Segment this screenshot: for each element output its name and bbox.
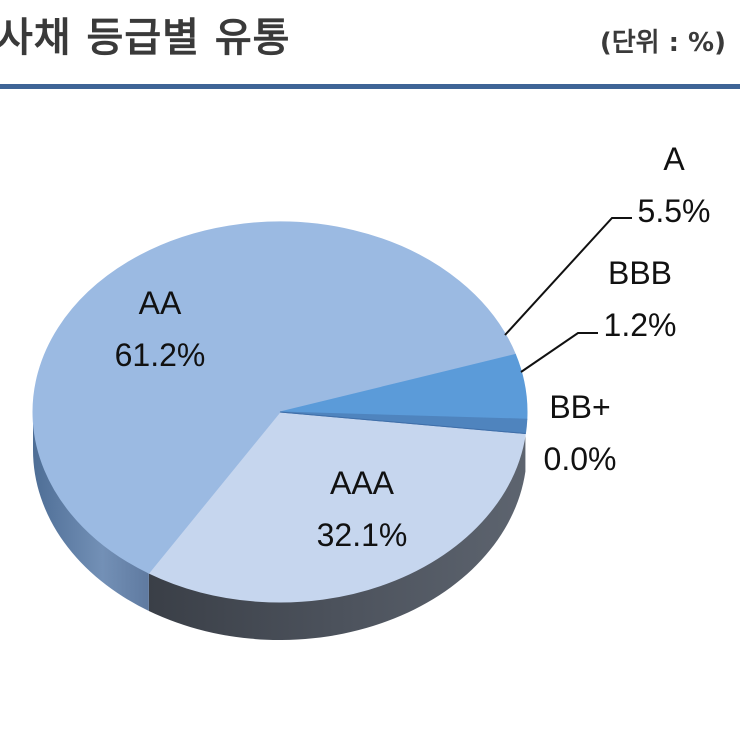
label-group: AAA 32.1% AA 61.2% A 5.5% BBB 1.2% BB+ 0.0% — [115, 141, 711, 553]
slice-value-bb-plus: 0.0% — [544, 441, 617, 477]
slice-label-aaa: AAA — [330, 465, 395, 501]
slice-label-aa: AA — [139, 285, 182, 321]
pie-top-group — [32, 221, 528, 603]
unit-label: (단위 : %) — [599, 28, 726, 58]
slice-label-bbb: BBB — [608, 255, 672, 291]
pie-side-group — [33, 412, 526, 640]
page-title: 사채 등급별 유통 — [0, 15, 291, 61]
pie-side-aaa — [148, 433, 526, 640]
title-divider — [0, 84, 740, 89]
slice-value-a: 5.5% — [638, 193, 711, 229]
slice-value-aaa: 32.1% — [317, 517, 408, 553]
pie-slice-aa — [32, 221, 517, 574]
leader-line-group — [504, 217, 632, 373]
slice-label-bb-plus: BB+ — [549, 389, 610, 425]
leader-line-a — [504, 217, 632, 336]
pie-side-aa — [33, 412, 149, 612]
pie-slice-aaa — [148, 411, 526, 603]
slice-label-a: A — [663, 141, 685, 177]
slice-value-bbb: 1.2% — [604, 307, 677, 343]
slice-value-aa: 61.2% — [115, 337, 206, 373]
leader-line-bbb — [520, 332, 598, 373]
pie-slice-bb-plus — [279, 411, 526, 435]
